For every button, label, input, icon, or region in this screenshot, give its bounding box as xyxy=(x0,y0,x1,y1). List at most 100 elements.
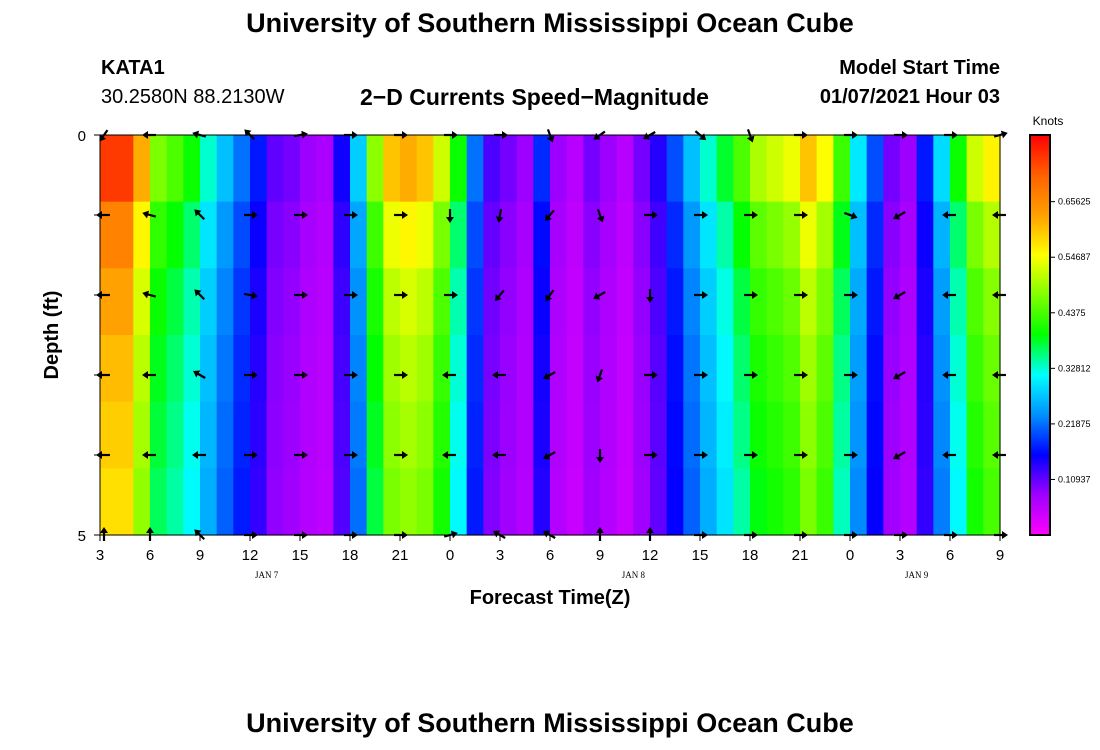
heatmap-cell xyxy=(850,335,868,403)
current-vector-arrow xyxy=(992,451,1006,459)
heatmap-cell xyxy=(233,268,251,336)
current-vector-arrow xyxy=(344,451,358,459)
heatmap-cell xyxy=(183,335,201,403)
heatmap-cell xyxy=(366,201,384,269)
heatmap-cell xyxy=(766,468,784,536)
arrow-head xyxy=(192,451,198,459)
heatmap-cell xyxy=(100,201,118,269)
arrow-head xyxy=(752,211,758,219)
heatmap-cell xyxy=(533,135,551,203)
arrow-head xyxy=(244,129,252,137)
heatmap-cell xyxy=(216,135,234,203)
heatmap-cell xyxy=(783,135,801,203)
heatmap-cell xyxy=(266,135,284,203)
arrow-head xyxy=(952,131,958,139)
current-vector-arrow xyxy=(194,209,206,221)
current-vector-arrow xyxy=(99,129,109,142)
current-vector-arrow xyxy=(394,451,408,459)
heatmap-cell xyxy=(466,268,484,336)
heatmap-cell xyxy=(150,468,168,536)
current-vector-arrow xyxy=(543,451,556,460)
heatmap-cell xyxy=(216,268,234,336)
heatmap-cell xyxy=(700,268,718,336)
current-vector-arrow xyxy=(596,208,605,223)
current-vector-arrow xyxy=(294,211,308,219)
colorbar-tick-label: 0.54687 xyxy=(1058,252,1091,262)
heatmap-cell xyxy=(583,201,601,269)
heatmap-cell xyxy=(216,401,234,469)
heatmap-cell xyxy=(333,401,351,469)
current-vector-arrow xyxy=(942,371,956,379)
heatmap-cell xyxy=(833,135,851,203)
heatmap-cell xyxy=(333,201,351,269)
heatmap-cell xyxy=(700,335,718,403)
heatmap-cell xyxy=(966,335,984,403)
heatmap-cell xyxy=(933,401,951,469)
current-vector-arrow xyxy=(244,211,258,219)
heatmap-cell xyxy=(916,468,934,536)
current-vector-arrow xyxy=(744,451,758,459)
heatmap-cell xyxy=(966,135,984,203)
heatmap-cell xyxy=(500,335,518,403)
heatmap-cell xyxy=(733,268,751,336)
arrow-head xyxy=(752,291,758,299)
heatmap-cell xyxy=(433,468,451,536)
colorbar-tick-label: 0.21875 xyxy=(1058,419,1091,429)
current-vector-arrow xyxy=(294,451,308,459)
heatmap-cell xyxy=(733,401,751,469)
colorbar-tick-label: 0.10937 xyxy=(1058,474,1091,484)
heatmap-cell xyxy=(300,201,318,269)
current-vector-arrow xyxy=(992,371,1006,379)
x-tick-label: 6 xyxy=(146,547,154,564)
heatmap-cell xyxy=(500,135,518,203)
current-vector-arrow xyxy=(844,291,858,299)
model-start-value: 01/07/2021 Hour 03 xyxy=(819,86,1000,108)
current-vector-arrow xyxy=(644,371,658,379)
x-tick-label: 3 xyxy=(496,547,504,564)
heatmap-cell xyxy=(433,201,451,269)
arrow-head xyxy=(352,131,358,139)
arrow-head xyxy=(850,211,858,220)
arrow-head xyxy=(1002,531,1008,539)
heatmap-cell xyxy=(750,401,768,469)
arrow-head xyxy=(652,371,658,379)
heatmap-cell xyxy=(450,201,468,269)
x-axis-label: Forecast Time(Z) xyxy=(470,587,631,609)
x-tick-label: 12 xyxy=(642,547,659,564)
heatmap-cell xyxy=(716,335,734,403)
heatmap-cell xyxy=(716,468,734,536)
heatmap-cell xyxy=(266,401,284,469)
arrow-head xyxy=(596,527,604,533)
heatmap-cell xyxy=(183,135,201,203)
heatmap-cell xyxy=(966,401,984,469)
heatmap-cell xyxy=(250,468,268,536)
current-vector-arrow xyxy=(794,211,808,219)
x-tick-label: 18 xyxy=(342,547,359,564)
heatmap-cell xyxy=(766,135,784,203)
heatmap-cell xyxy=(500,468,518,536)
heatmap-cell xyxy=(883,268,901,336)
heatmap-cell xyxy=(383,201,401,269)
current-vector-arrow xyxy=(293,130,308,139)
heatmap-cell xyxy=(683,201,701,269)
heatmap-cell xyxy=(533,201,551,269)
current-vector-arrow xyxy=(646,289,654,303)
heatmap-cell xyxy=(883,135,901,203)
heatmap-cell xyxy=(583,135,601,203)
x-tick-label: 0 xyxy=(846,547,854,564)
heatmap-cell xyxy=(700,401,718,469)
heatmap-cell xyxy=(466,401,484,469)
heatmap-cell xyxy=(716,268,734,336)
arrow-head xyxy=(100,527,108,533)
arrow-head xyxy=(852,131,858,139)
heatmap-cell xyxy=(366,468,384,536)
heatmap-cell xyxy=(333,468,351,536)
current-vector-arrow xyxy=(344,211,358,219)
heatmap-cell xyxy=(950,201,968,269)
station-coordinates: 30.2580N 88.2130W xyxy=(101,86,285,108)
arrow-head xyxy=(652,211,658,219)
heatmap-cell xyxy=(500,268,518,336)
heatmap-cell xyxy=(133,335,151,403)
current-vector-arrow xyxy=(194,289,206,301)
heatmap-cell xyxy=(216,468,234,536)
